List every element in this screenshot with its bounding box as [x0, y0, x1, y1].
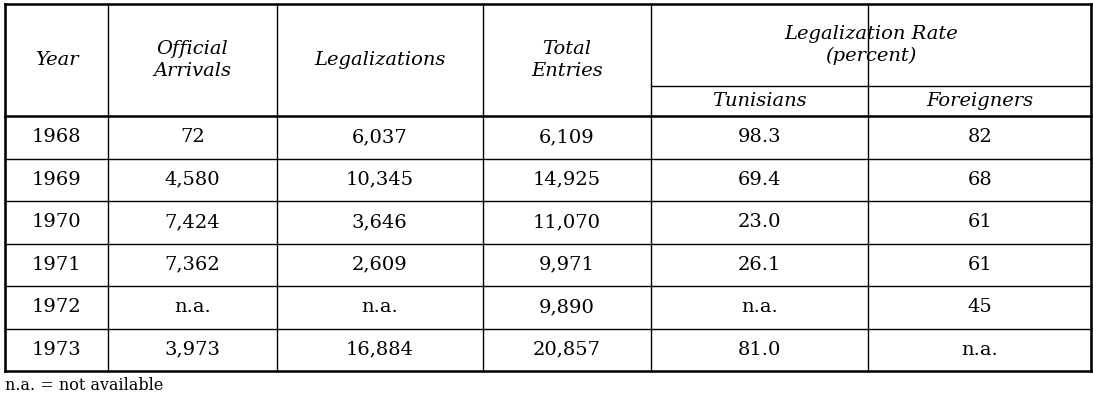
- Text: 16,884: 16,884: [345, 341, 413, 359]
- Text: 68: 68: [967, 171, 992, 189]
- Text: 81.0: 81.0: [738, 341, 781, 359]
- Text: 1973: 1973: [32, 341, 82, 359]
- Text: 82: 82: [967, 128, 992, 146]
- Text: 2,609: 2,609: [352, 256, 408, 274]
- Text: 72: 72: [180, 128, 204, 146]
- Text: Year: Year: [35, 51, 79, 69]
- Text: n.a.: n.a.: [962, 341, 998, 359]
- Text: Tunisians: Tunisians: [713, 92, 807, 110]
- Text: n.a. = not available: n.a. = not available: [5, 377, 163, 394]
- Text: 61: 61: [967, 213, 992, 231]
- Text: n.a.: n.a.: [174, 298, 211, 316]
- Text: 7,362: 7,362: [164, 256, 220, 274]
- Text: n.a.: n.a.: [741, 298, 778, 316]
- Text: 11,070: 11,070: [533, 213, 601, 231]
- Text: 98.3: 98.3: [738, 128, 781, 146]
- Text: 26.1: 26.1: [738, 256, 781, 274]
- Text: 1971: 1971: [32, 256, 81, 274]
- Text: 1970: 1970: [32, 213, 81, 231]
- Text: Foreigners: Foreigners: [926, 92, 1033, 110]
- Text: 14,925: 14,925: [533, 171, 601, 189]
- Text: 69.4: 69.4: [738, 171, 781, 189]
- Text: 1968: 1968: [32, 128, 81, 146]
- Text: 9,971: 9,971: [539, 256, 595, 274]
- Text: 10,345: 10,345: [345, 171, 414, 189]
- Text: n.a.: n.a.: [362, 298, 398, 316]
- Text: 6,109: 6,109: [539, 128, 595, 146]
- Text: Legalizations: Legalizations: [314, 51, 445, 69]
- Text: 4,580: 4,580: [165, 171, 220, 189]
- Text: 61: 61: [967, 256, 992, 274]
- Text: Legalization Rate
(percent): Legalization Rate (percent): [784, 25, 957, 65]
- Text: 6,037: 6,037: [352, 128, 408, 146]
- Text: 9,890: 9,890: [539, 298, 595, 316]
- Text: 1969: 1969: [32, 171, 82, 189]
- Text: 1972: 1972: [32, 298, 81, 316]
- Text: 20,857: 20,857: [533, 341, 601, 359]
- Text: 3,646: 3,646: [352, 213, 408, 231]
- Text: 23.0: 23.0: [738, 213, 781, 231]
- Text: 7,424: 7,424: [165, 213, 220, 231]
- Text: 3,973: 3,973: [164, 341, 221, 359]
- Text: Total
Entries: Total Entries: [531, 40, 603, 80]
- Text: 45: 45: [967, 298, 992, 316]
- Text: Official
Arrivals: Official Arrivals: [153, 40, 232, 80]
